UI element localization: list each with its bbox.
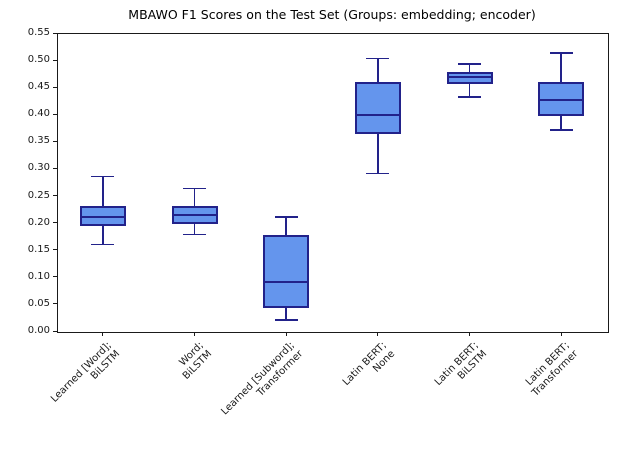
x-tick-mark xyxy=(469,332,470,336)
upper-whisker xyxy=(102,176,104,207)
upper-whisker xyxy=(468,63,471,72)
y-tick-mark xyxy=(53,249,57,251)
upper-whisker xyxy=(377,58,379,82)
lower-whisker-cap xyxy=(183,233,206,236)
median-line xyxy=(79,216,126,219)
x-tick-mark xyxy=(194,332,195,336)
y-tick-label: 0.05 xyxy=(27,297,50,309)
y-tick-mark xyxy=(53,167,57,169)
upper-whisker-cap xyxy=(366,57,390,60)
median-line xyxy=(171,213,218,216)
y-tick-label: 0.00 xyxy=(27,325,50,336)
lower-whisker xyxy=(193,224,196,235)
median-line xyxy=(538,98,585,101)
y-tick-mark xyxy=(53,276,57,278)
upper-whisker xyxy=(285,217,287,235)
chart-title: MBAWO F1 Scores on the Test Set (Groups:… xyxy=(128,7,536,22)
iqr-box xyxy=(263,234,310,309)
upper-whisker-cap xyxy=(91,175,115,178)
upper-whisker-cap xyxy=(549,52,573,54)
lower-whisker xyxy=(560,115,562,130)
y-tick-mark xyxy=(53,330,57,332)
y-tick-label: 0.50 xyxy=(27,54,50,66)
upper-whisker xyxy=(560,53,562,82)
upper-whisker-cap xyxy=(274,216,298,218)
y-tick-label: 0.45 xyxy=(27,81,50,93)
y-tick-label: 0.25 xyxy=(27,189,50,201)
y-tick-label: 0.40 xyxy=(27,108,50,120)
lower-whisker xyxy=(102,226,104,245)
y-tick-label: 0.55 xyxy=(27,27,50,38)
y-tick-label: 0.20 xyxy=(27,216,50,228)
y-tick-mark xyxy=(53,303,57,305)
lower-whisker xyxy=(468,84,471,97)
y-tick-label: 0.15 xyxy=(27,243,50,255)
iqr-box xyxy=(354,81,401,135)
lower-whisker-cap xyxy=(458,96,481,98)
iqr-box xyxy=(446,72,493,85)
y-tick-mark xyxy=(53,59,57,61)
lower-whisker xyxy=(285,308,287,321)
median-line xyxy=(354,114,401,117)
plot-area xyxy=(57,33,609,333)
y-tick-label: 0.30 xyxy=(27,162,50,174)
y-tick-mark xyxy=(53,32,57,34)
median-line xyxy=(263,281,310,284)
x-tick-mark xyxy=(560,332,562,336)
y-tick-mark xyxy=(53,222,57,224)
upper-whisker xyxy=(193,188,196,207)
y-tick-mark xyxy=(53,140,57,142)
x-tick-mark xyxy=(377,332,379,336)
lower-whisker-cap xyxy=(366,172,390,175)
y-tick-label: 0.10 xyxy=(27,270,50,282)
x-tick-mark xyxy=(285,332,287,336)
lower-whisker-cap xyxy=(91,243,115,246)
median-line xyxy=(446,75,493,78)
y-tick-label: 0.35 xyxy=(27,135,50,147)
y-tick-mark xyxy=(53,195,57,197)
y-tick-mark xyxy=(53,86,57,88)
y-tick-mark xyxy=(53,113,57,115)
upper-whisker-cap xyxy=(183,187,206,190)
lower-whisker-cap xyxy=(549,129,573,131)
x-tick-mark xyxy=(102,332,104,336)
upper-whisker-cap xyxy=(458,63,481,65)
lower-whisker xyxy=(377,134,379,174)
lower-whisker-cap xyxy=(274,319,298,321)
